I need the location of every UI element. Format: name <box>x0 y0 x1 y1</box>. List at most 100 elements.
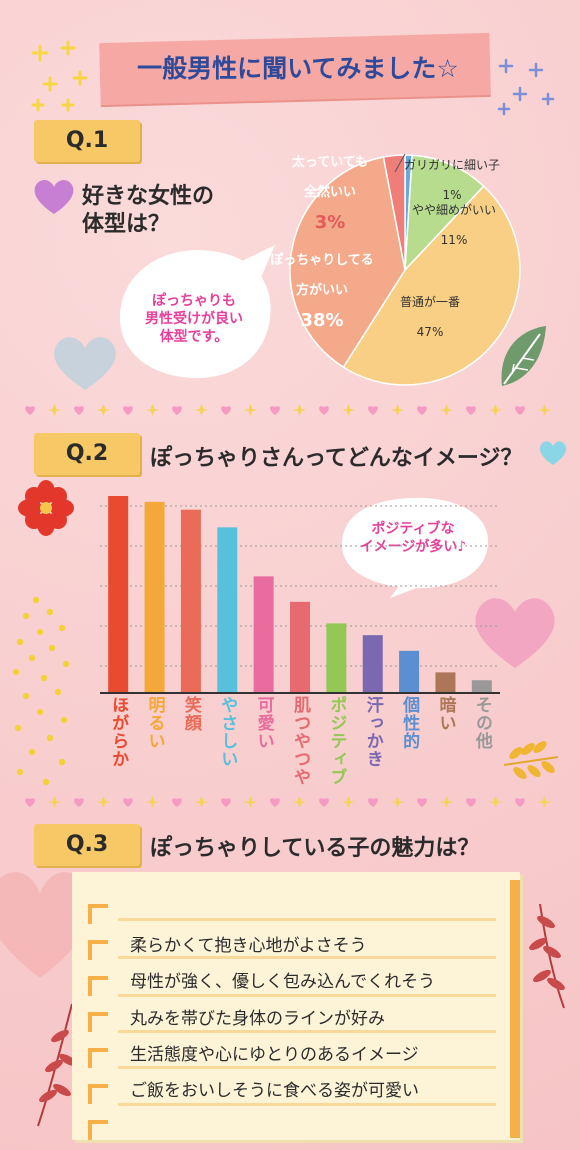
pie-label-futsu: 普通が一番 47% <box>400 295 461 339</box>
bar-6 <box>326 623 347 692</box>
yellow-dot <box>58 624 66 632</box>
yellow-dot <box>54 688 62 696</box>
pie-label-futotte: 太っていても 全然いい 3% <box>291 155 369 233</box>
divider-star-icon <box>145 796 160 808</box>
notebook-ring <box>88 1120 108 1140</box>
grey-heart-icon <box>54 337 116 390</box>
notebook-ring <box>88 904 108 924</box>
notebook-spine <box>510 880 520 1138</box>
bar-5 <box>290 601 310 692</box>
divider-heart-icon <box>270 798 280 807</box>
bar-label-0: ほがらか <box>108 696 129 768</box>
yellow-dots-decoration <box>12 596 70 786</box>
bar-label-3: やさしい <box>217 696 238 768</box>
divider-heart-icon <box>368 406 378 415</box>
big-pink-heart-icon <box>0 872 80 978</box>
notebook-line <box>118 918 496 921</box>
divider-star-icon <box>194 404 209 416</box>
yellow-dot <box>40 674 48 682</box>
divider-heart-icon <box>221 798 231 807</box>
q3-question: ぽっちゃりしている子の魅力は？ <box>150 836 480 861</box>
charm-item-2: 母性が強く、優しく包み込んでくれそう <box>130 972 436 992</box>
q3-tag: Q.3 <box>34 824 140 866</box>
yellow-dot <box>16 638 24 646</box>
divider-heart-icon <box>221 406 231 415</box>
purple-heart-icon <box>34 179 74 214</box>
q1-question-line1: 好きな女性の <box>82 184 215 209</box>
divider-star-icon <box>96 796 111 808</box>
notebook-line <box>118 1066 496 1069</box>
bar-0 <box>108 496 129 692</box>
red-branch-right-icon <box>529 903 565 1009</box>
pie-label-yaya: やや細めがいい 11% <box>412 203 497 247</box>
divider-star-icon <box>488 404 503 416</box>
divider-heart-icon <box>515 798 525 807</box>
divider-heart-icon <box>74 798 84 807</box>
red-flower-icon <box>18 480 74 536</box>
divider-heart-icon <box>25 798 35 807</box>
bar-2 <box>180 509 201 692</box>
divider-star-icon <box>47 796 62 808</box>
yellow-sparkles-icon <box>31 40 88 112</box>
divider-heart-icon <box>123 798 133 807</box>
yellow-dot <box>58 758 66 766</box>
divider-star-icon <box>537 404 552 416</box>
divider-heart-icon <box>270 406 280 415</box>
divider-star-icon <box>194 796 209 808</box>
bar-8 <box>399 650 420 692</box>
divider-star-icon <box>341 404 356 416</box>
notebook-ring <box>88 1048 108 1068</box>
divider-heart-icon <box>515 406 525 415</box>
q2-bar-labels: ほがらか 明るい 笑顔 やさしい 可愛い 肌つやつや ポジティブ 汗っかき 個性的 暗い その他 <box>100 696 500 796</box>
yellow-dot <box>62 660 70 668</box>
notebook-line <box>118 1030 496 1033</box>
divider-heart-icon <box>466 406 476 415</box>
notebook-line <box>118 1103 496 1106</box>
yellow-dot <box>36 628 44 636</box>
yellow-dot <box>22 612 30 620</box>
divider-heart-icon <box>319 798 329 807</box>
divider-heart-icon <box>368 798 378 807</box>
bar-9 <box>435 672 456 692</box>
divider-star-icon <box>390 404 405 416</box>
yellow-dot <box>32 596 40 604</box>
bar-3 <box>217 527 238 692</box>
yellow-dot <box>46 734 54 742</box>
divider-star-icon <box>47 404 62 416</box>
yellow-dot <box>60 716 68 724</box>
divider-heart-icon <box>25 406 35 415</box>
divider-star-icon <box>390 796 405 808</box>
divider-star-icon <box>243 796 258 808</box>
yellow-dot <box>12 668 20 676</box>
pie-label-gari: ガリガリに細い子 1% <box>404 158 501 202</box>
q2-bubble-text: ポジティブな イメージが多い♪ <box>359 521 467 555</box>
yellow-leaf-icon <box>503 741 559 779</box>
yellow-dot <box>46 608 54 616</box>
q1-question-line2: 体型は？ <box>82 212 171 237</box>
divider-star-icon <box>96 404 111 416</box>
pie-slice-3 <box>289 156 406 369</box>
divider-heart-icon <box>74 406 84 415</box>
notebook-line <box>118 994 496 997</box>
divider-heart-icon <box>417 406 427 415</box>
yellow-dot <box>48 644 56 652</box>
divider-star-icon <box>341 796 356 808</box>
divider-star-icon <box>439 404 454 416</box>
notebook-ring <box>88 976 108 996</box>
q2-speech-bubble <box>341 497 489 598</box>
q2-bar-chart <box>100 496 500 694</box>
yellow-dot <box>28 748 36 756</box>
q1-tag: Q.1 <box>34 120 140 162</box>
gari-leader-line <box>394 153 406 173</box>
pie-slice-1 <box>404 154 485 273</box>
divider-star-icon <box>145 404 160 416</box>
bar-label-4: 可愛い <box>253 696 274 750</box>
yellow-dot <box>28 654 36 662</box>
divider-heart-icon <box>123 406 133 415</box>
divider-1 <box>25 404 552 416</box>
bar-4 <box>253 576 274 692</box>
page-title: 一般男性に聞いてみました☆ <box>137 54 459 83</box>
pie-slice-2 <box>342 185 521 386</box>
charm-item-3: 丸みを帯びた身体のラインが好み <box>130 1009 385 1029</box>
